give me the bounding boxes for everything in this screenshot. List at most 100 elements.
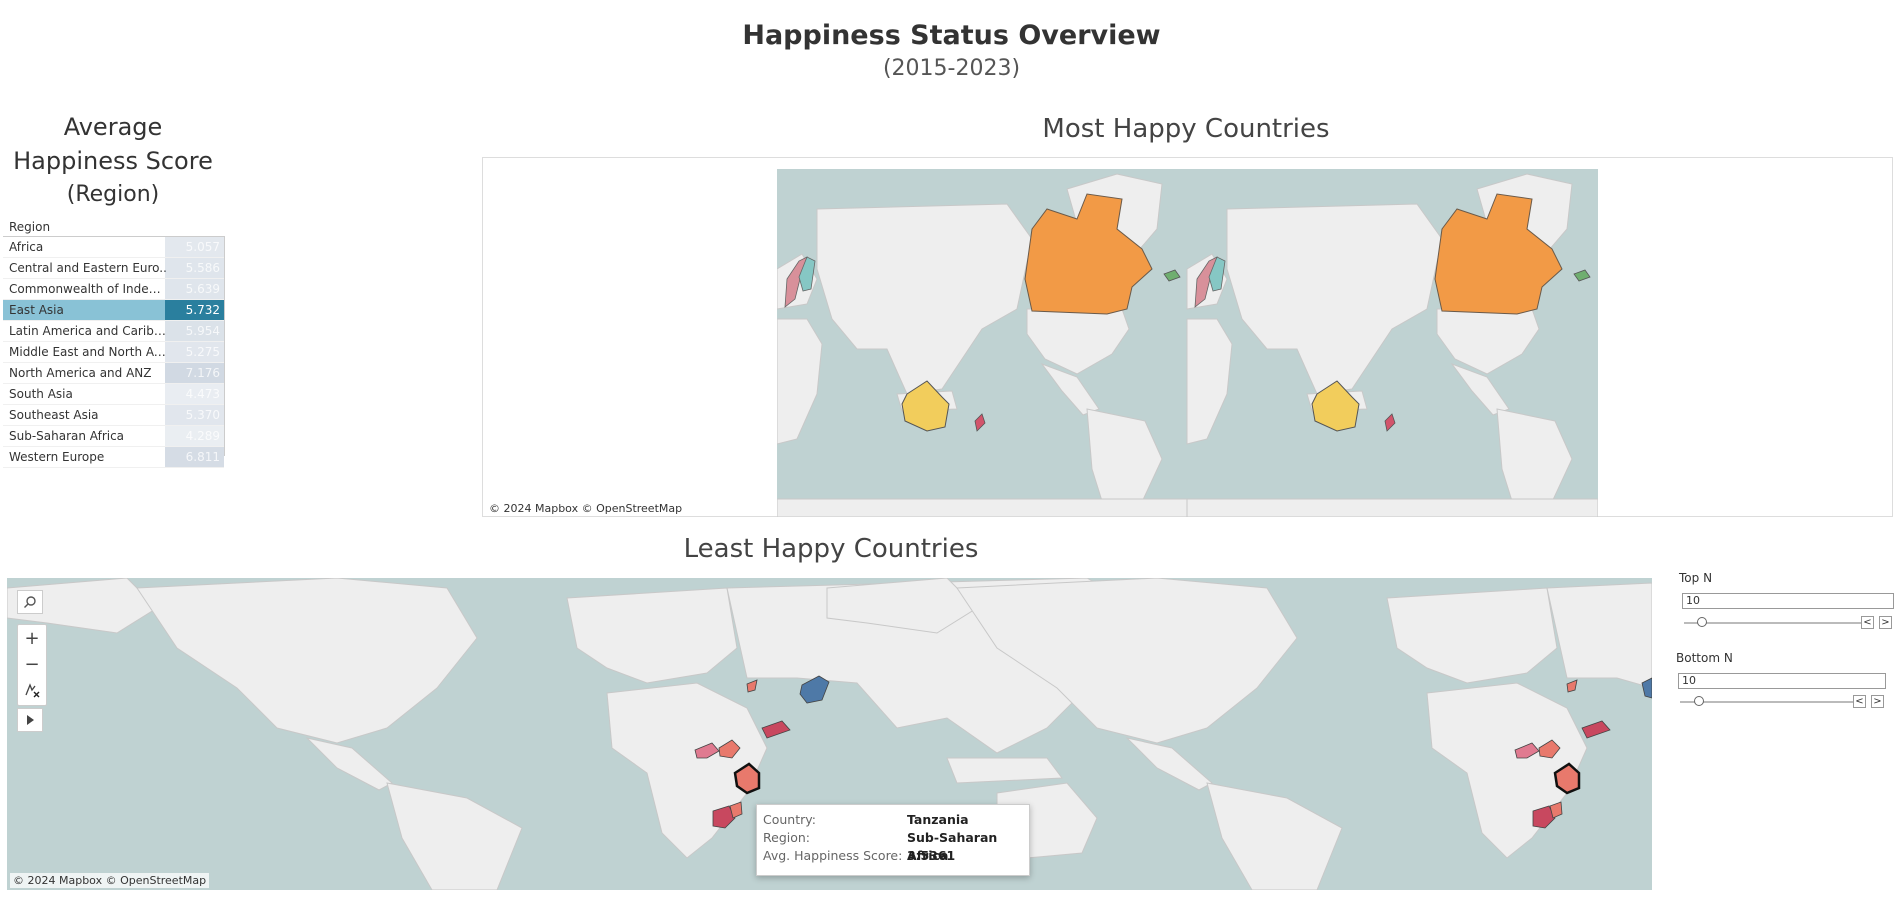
car-shape-1: [694, 742, 720, 759]
region-row[interactable]: Africa 5.057: [3, 237, 224, 258]
afghanistan-shape-1: [799, 675, 830, 704]
afghanistan-shape-2: [1641, 677, 1652, 699]
top-n-label: Top N: [1679, 571, 1713, 585]
tooltip-score-value: 3.5361: [907, 848, 956, 863]
region-name: Central and Eastern Euro..: [9, 261, 167, 275]
bottom-n-label: Bottom N: [1676, 651, 1733, 665]
region-column-header: Region: [3, 218, 224, 237]
yemen-shape-1: [761, 720, 791, 739]
magnifier-icon: [24, 596, 36, 608]
region-row[interactable]: East Asia 5.732: [3, 300, 224, 321]
new-zealand-shape-2: [1384, 413, 1396, 432]
australia-shape-1: [901, 380, 950, 432]
land-south-america-2: [1496, 408, 1573, 517]
iceland-shape-1: [1163, 269, 1181, 282]
map-pan-button[interactable]: [17, 708, 43, 732]
highlighted-countries-copy-2: [1194, 193, 1591, 432]
canada-shape-1: [1024, 193, 1153, 315]
region-row[interactable]: Middle East and North Afr.. 5.275: [3, 342, 224, 363]
land-alaska: [7, 578, 158, 634]
region-row[interactable]: Western Europe 6.811: [3, 447, 224, 468]
zambia-shape-2: [1532, 805, 1556, 829]
region-row[interactable]: Commonwealth of Indepe.. 5.639: [3, 279, 224, 300]
region-row[interactable]: North America and ANZ 7.176: [3, 363, 224, 384]
iceland-shape-2: [1573, 269, 1591, 282]
car-shape-2: [1514, 742, 1540, 759]
australia-shape-2: [1311, 380, 1360, 432]
chevron-left-icon: <: [1855, 696, 1864, 707]
zoom-out-button[interactable]: −: [18, 651, 46, 677]
region-score: 5.586: [165, 258, 224, 278]
land-europe-2: [1386, 587, 1558, 684]
region-title-line3: (Region): [66, 182, 160, 207]
most-happy-map-credit[interactable]: © 2024 Mapbox © OpenStreetMap: [486, 501, 686, 516]
region-name: Sub-Saharan Africa: [9, 429, 125, 443]
land-africa: [777, 318, 823, 445]
land-usa-2: [1436, 308, 1540, 375]
region-name: Africa: [9, 240, 44, 254]
world-copy-2: [1186, 173, 1598, 517]
bottom-n-slider-track[interactable]: [1680, 701, 1854, 703]
zoom-in-button[interactable]: +: [18, 625, 46, 651]
region-score: 5.275: [165, 342, 224, 362]
region-row[interactable]: Latin America and Caribbe.. 5.954: [3, 321, 224, 342]
region-row[interactable]: Central and Eastern Euro.. 5.586: [3, 258, 224, 279]
region-row[interactable]: Southeast Asia 5.370: [3, 405, 224, 426]
tooltip-region-value: Sub-Saharan Africa: [907, 830, 998, 863]
region-name: North America and ANZ: [9, 366, 152, 380]
bottom-n-increment-button[interactable]: >: [1871, 695, 1884, 708]
play-arrow-icon: [27, 715, 34, 725]
highlighted-countries-least-copy-2: [1514, 677, 1652, 829]
least-happy-map-credit[interactable]: © 2024 Mapbox © OpenStreetMap: [10, 873, 210, 888]
most-happy-map[interactable]: [777, 169, 1598, 517]
tooltip-region-row: Region: Sub-Saharan Africa: [763, 829, 1027, 863]
top-n-slider-track[interactable]: [1684, 622, 1862, 624]
region-score: 5.954: [165, 321, 224, 341]
top-n-input[interactable]: 10: [1682, 593, 1894, 609]
minus-icon: −: [24, 653, 40, 675]
bottom-n-slider-knob[interactable]: [1694, 696, 1704, 706]
region-title-line1: Average: [63, 113, 163, 141]
zimbabwe-shape-2: [1549, 801, 1563, 819]
top-n-increment-button[interactable]: >: [1879, 616, 1892, 629]
land-africa-2: [1186, 318, 1233, 445]
region-score: 6.811: [165, 447, 224, 467]
least-happy-title: Least Happy Countries: [683, 534, 979, 564]
region-score: 4.473: [165, 384, 224, 404]
region-row[interactable]: Sub-Saharan Africa 4.289: [3, 426, 224, 447]
dashboard-subtitle: (2015-2023): [882, 56, 1021, 81]
tooltip-country-row: Country: Tanzania: [763, 811, 1027, 829]
region-score: 7.176: [165, 363, 224, 383]
tanzania-shape-1: [733, 762, 761, 795]
region-name: Middle East and North Afr..: [9, 345, 167, 359]
land-central-america: [305, 737, 393, 791]
pin-reset-icon: [25, 683, 40, 698]
region-row[interactable]: South Asia 4.473: [3, 384, 224, 405]
region-rows: Africa 5.057 Central and Eastern Euro.. 5.5…: [3, 237, 224, 468]
region-name: Commonwealth of Indepe..: [9, 282, 167, 296]
canada-shape-2: [1434, 193, 1563, 315]
region-name: Latin America and Caribbe..: [9, 324, 167, 338]
land-indonesia: [946, 757, 1063, 784]
bottom-n-decrement-button[interactable]: <: [1853, 695, 1866, 708]
south-sudan-shape-2: [1538, 739, 1561, 759]
chevron-right-icon: >: [1873, 696, 1882, 707]
land-antarctica-2: [1186, 498, 1598, 517]
sweden-finland-shape-2: [1208, 256, 1226, 292]
land-usa: [1026, 308, 1130, 375]
bottom-n-input[interactable]: 10: [1678, 673, 1886, 689]
reset-map-button[interactable]: [18, 677, 46, 703]
top-n-decrement-button[interactable]: <: [1861, 616, 1874, 629]
map-zoom-controls: + −: [17, 624, 47, 706]
land-north-america-2: [956, 578, 1298, 744]
map-search-button[interactable]: [17, 590, 43, 614]
region-score: 5.057: [165, 237, 224, 257]
zimbabwe-shape-1: [729, 801, 743, 819]
region-table: Region Africa 5.057 Central and Eastern Eu…: [3, 218, 224, 468]
land-europe: [566, 587, 738, 684]
tooltip-country-label: Country:: [763, 812, 816, 827]
top-n-slider-knob[interactable]: [1697, 617, 1707, 627]
tooltip-score-label: Avg. Happiness Score:: [763, 848, 903, 863]
tooltip-country-value: Tanzania: [907, 812, 969, 827]
tooltip-region-label: Region:: [763, 830, 811, 845]
